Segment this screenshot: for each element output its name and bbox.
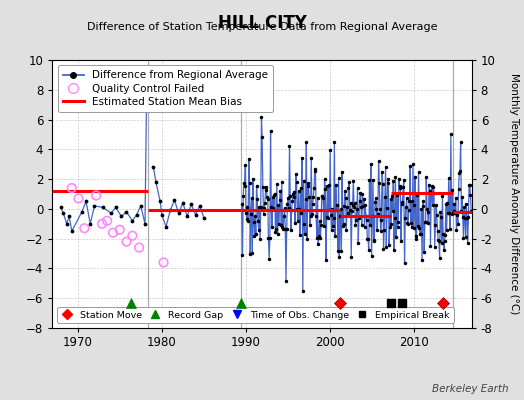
Point [116, 226, 124, 233]
Point [98, 220, 106, 227]
Point [109, 230, 117, 236]
Text: Berkeley Earth: Berkeley Earth [432, 384, 508, 394]
Point [128, 232, 137, 239]
Y-axis label: Monthly Temperature Anomaly Difference (°C): Monthly Temperature Anomaly Difference (… [509, 73, 519, 315]
Text: Difference of Station Temperature Data from Regional Average: Difference of Station Temperature Data f… [87, 22, 437, 32]
Point [122, 238, 130, 245]
Point [92, 192, 101, 199]
Text: HILL CITY: HILL CITY [217, 14, 307, 32]
Point [68, 185, 76, 191]
Point [159, 259, 168, 266]
Point [103, 218, 111, 224]
Point [80, 225, 89, 232]
Legend: Station Move, Record Gap, Time of Obs. Change, Empirical Break: Station Move, Record Gap, Time of Obs. C… [57, 307, 454, 323]
Point [74, 195, 83, 202]
Point [135, 244, 143, 251]
